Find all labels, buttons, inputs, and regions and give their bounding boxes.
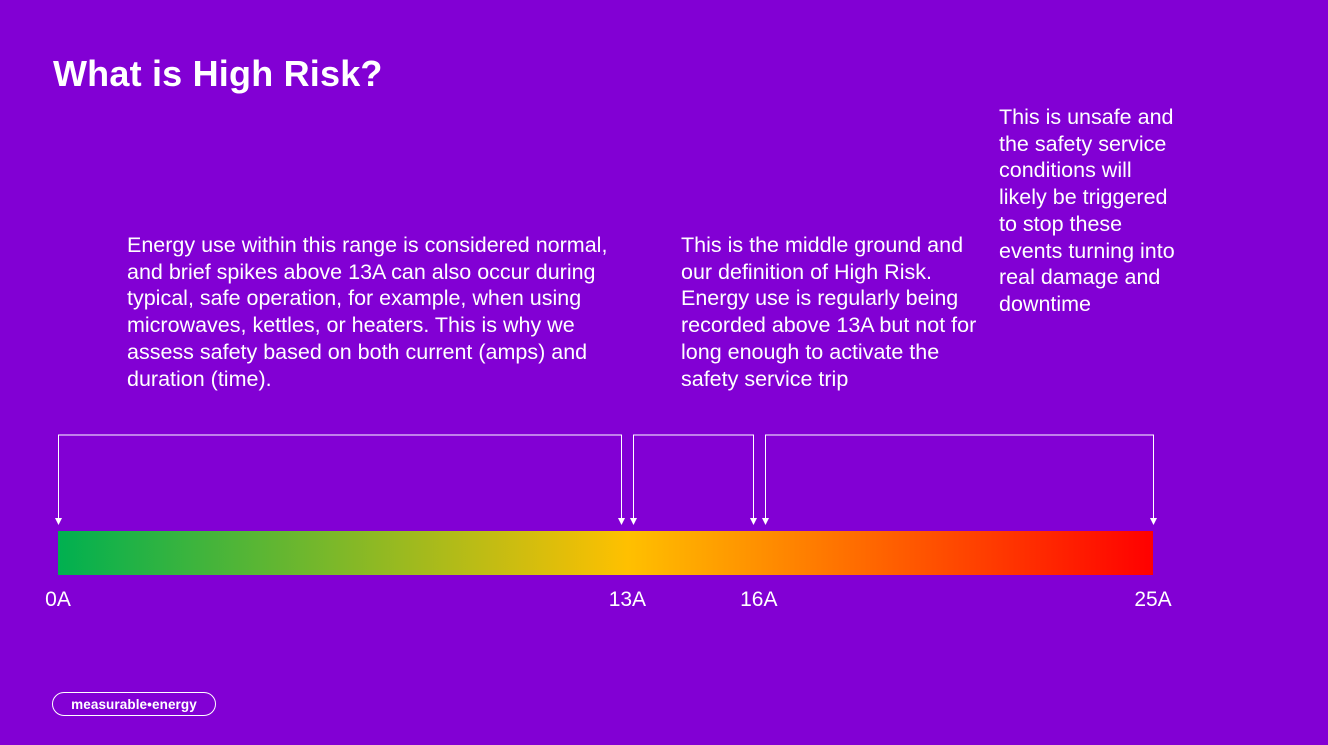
- unsafe-range-bracket: [762, 434, 1157, 525]
- high-risk-range-description: This is the middle ground and our defini…: [681, 233, 977, 391]
- arrowhead-icon: [55, 518, 62, 525]
- normal-range-description: Energy use within this range is consider…: [127, 233, 608, 391]
- arrowhead-icon: [630, 518, 637, 525]
- arrowhead-icon: [762, 518, 769, 525]
- arrowhead-icon: [750, 518, 757, 525]
- normal-range-bracket: [55, 434, 625, 525]
- slide-title: What is High Risk?: [53, 53, 383, 94]
- arrowhead-icon: [1150, 518, 1157, 525]
- measurable-energy-logo: measurable•energy: [52, 692, 216, 716]
- bracket-line: [765, 434, 1154, 519]
- high-risk-range-bracket: [630, 434, 757, 525]
- tick-label-13a: 13A: [608, 588, 647, 611]
- arrowhead-icon: [618, 518, 625, 525]
- tick-label-0a: 0A: [45, 588, 71, 611]
- tick-label-16a: 16A: [740, 588, 778, 611]
- unsafe-range-description: This is unsafe and the safety service co…: [999, 105, 1175, 316]
- bracket-line: [633, 434, 754, 519]
- bracket-line: [58, 434, 622, 519]
- current-gradient-bar: [58, 531, 1153, 575]
- tick-label-25a: 25A: [1134, 588, 1172, 611]
